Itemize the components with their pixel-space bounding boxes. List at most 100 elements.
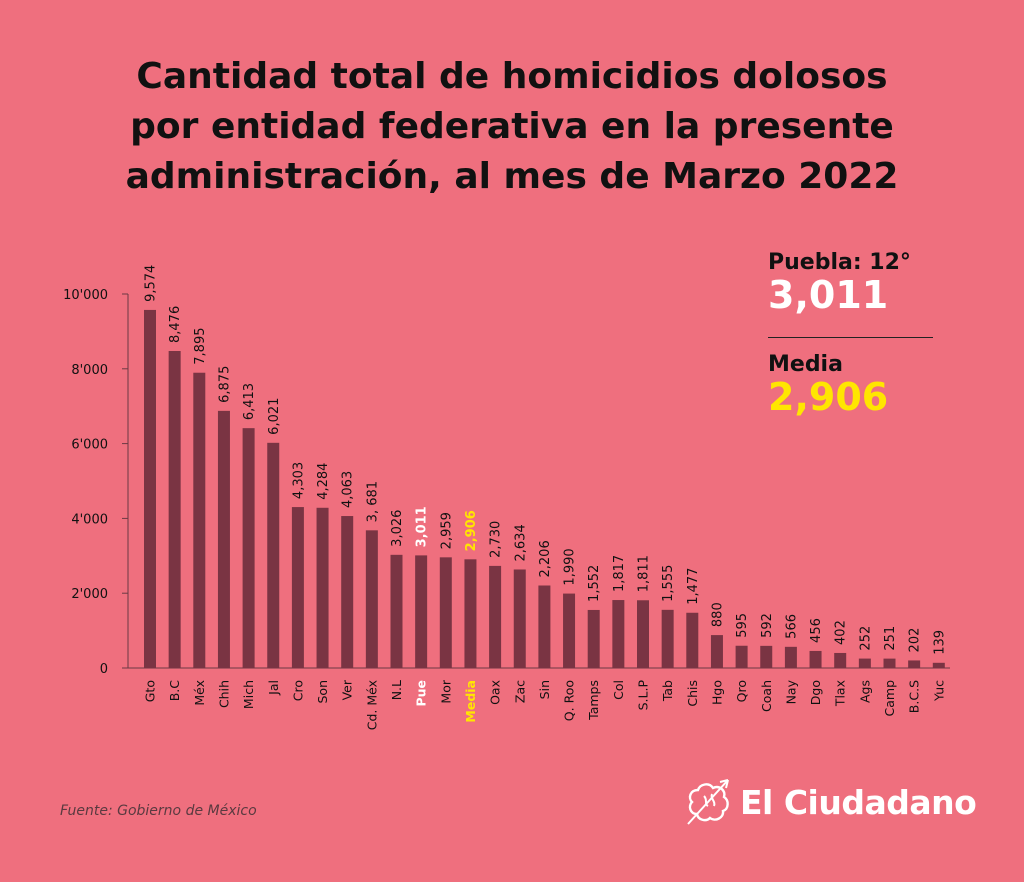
value-label: 251 xyxy=(883,626,898,651)
category-label: Mor xyxy=(438,679,453,703)
value-label: 2,959 xyxy=(439,512,454,549)
bar-ver xyxy=(341,516,354,668)
bar-qro xyxy=(735,645,748,668)
bar-tab xyxy=(661,609,674,668)
value-label: 6,413 xyxy=(242,383,257,420)
value-label: 2,730 xyxy=(489,521,504,558)
category-label: Cro xyxy=(290,680,305,701)
brand-logo: El Ciudadano xyxy=(684,776,977,828)
summary-divider xyxy=(768,337,933,338)
bar-mich xyxy=(242,428,255,668)
category-label: Nay xyxy=(783,679,798,704)
summary-panel: Puebla: 12° 3,011 Media 2,906 xyxy=(768,250,933,417)
bar-tlax xyxy=(834,652,847,668)
bar-coah xyxy=(760,645,773,668)
bar-tamps xyxy=(587,609,600,668)
bar-mor xyxy=(439,557,452,668)
value-label: 4,063 xyxy=(341,471,356,508)
category-label: Chih xyxy=(216,680,231,708)
bar-pue xyxy=(415,555,428,668)
bar-sin xyxy=(538,585,551,668)
category-label: Tab xyxy=(660,680,675,702)
value-label: 7,895 xyxy=(193,328,208,365)
value-label: 1,555 xyxy=(661,565,676,602)
bar-gto xyxy=(144,309,156,668)
category-label: Zac xyxy=(512,680,527,703)
category-label: Hgo xyxy=(709,680,724,705)
category-label: Q. Roo xyxy=(562,680,577,721)
value-label: 3,011 xyxy=(415,506,430,547)
category-label: Méx xyxy=(192,680,207,706)
bar-n-l xyxy=(390,554,403,668)
bar-q-roo xyxy=(563,593,576,668)
value-label: 595 xyxy=(735,613,750,638)
bar-nay xyxy=(784,646,797,668)
puebla-rank-label: Puebla: 12° xyxy=(768,250,911,275)
value-label: 1,811 xyxy=(637,555,652,592)
value-label: 6,875 xyxy=(217,366,232,403)
bar-ags xyxy=(858,658,871,668)
media-label: Media xyxy=(768,352,843,377)
value-label: 402 xyxy=(834,620,849,645)
bar-jal xyxy=(267,442,280,668)
category-label: Chis xyxy=(685,680,700,707)
value-label: 456 xyxy=(809,618,824,643)
y-tick-label: 6'000 xyxy=(71,438,108,453)
category-label: Tamps xyxy=(586,680,601,721)
category-label: Ags xyxy=(857,680,872,703)
category-label: Cd. Méx xyxy=(364,680,379,730)
category-label: Coah xyxy=(759,680,774,712)
media-value: 2,906 xyxy=(768,375,889,419)
bar-chih xyxy=(217,410,230,668)
category-label: N.L xyxy=(389,680,404,700)
title-line-2: por entidad federativa en la presente xyxy=(130,106,894,147)
category-label: B.C.S xyxy=(907,680,922,713)
value-label: 1,552 xyxy=(587,565,602,602)
bar-b-c xyxy=(168,350,181,668)
category-label: Ver xyxy=(340,679,355,700)
category-label: Camp xyxy=(882,680,897,717)
value-label: 8,476 xyxy=(168,306,183,343)
value-label: 252 xyxy=(858,626,873,651)
value-label: 1,477 xyxy=(686,568,701,605)
bar-cro xyxy=(291,507,304,668)
y-tick-label: 2'000 xyxy=(71,587,108,602)
bar-dgo xyxy=(809,650,822,668)
y-tick-label: 8'000 xyxy=(71,363,108,378)
source-note: Fuente: Gobierno de México xyxy=(60,803,257,819)
category-label: Col xyxy=(611,680,626,700)
bar-media xyxy=(464,559,477,668)
value-label: 592 xyxy=(760,613,775,638)
value-label: 202 xyxy=(908,628,923,653)
value-label: 6,021 xyxy=(267,398,282,435)
category-label: B.C xyxy=(167,680,182,702)
bar-cd-m-x xyxy=(365,530,378,668)
title-line-3: administración, al mes de Marzo 2022 xyxy=(125,156,899,197)
bar-oax xyxy=(489,565,502,668)
value-label: 4,284 xyxy=(316,463,331,500)
category-label: Yuc xyxy=(931,680,946,702)
category-label: Son xyxy=(315,680,330,704)
value-label: 139 xyxy=(932,630,947,655)
category-label: Sin xyxy=(537,680,552,699)
value-label: 2,206 xyxy=(538,540,553,577)
value-label: 1,990 xyxy=(563,548,578,585)
bar-zac xyxy=(513,569,526,668)
brain-arrow-icon xyxy=(687,779,729,825)
y-tick-label: 4'000 xyxy=(71,512,108,527)
category-label: Oax xyxy=(488,680,503,705)
value-label: 1,817 xyxy=(612,555,627,592)
category-label: Mich xyxy=(241,680,256,709)
bar-hgo xyxy=(710,635,723,668)
y-tick-label: 0 xyxy=(100,662,108,677)
bar-col xyxy=(612,600,625,668)
value-label: 880 xyxy=(710,602,725,627)
category-label: Qro xyxy=(734,680,749,702)
y-tick-label: 10'000 xyxy=(63,288,108,303)
category-label: Pue xyxy=(414,680,429,707)
value-label: 3, 681 xyxy=(365,481,380,522)
value-label: 2,906 xyxy=(464,510,479,551)
bar-chis xyxy=(686,612,699,668)
value-label: 3,026 xyxy=(390,510,405,547)
